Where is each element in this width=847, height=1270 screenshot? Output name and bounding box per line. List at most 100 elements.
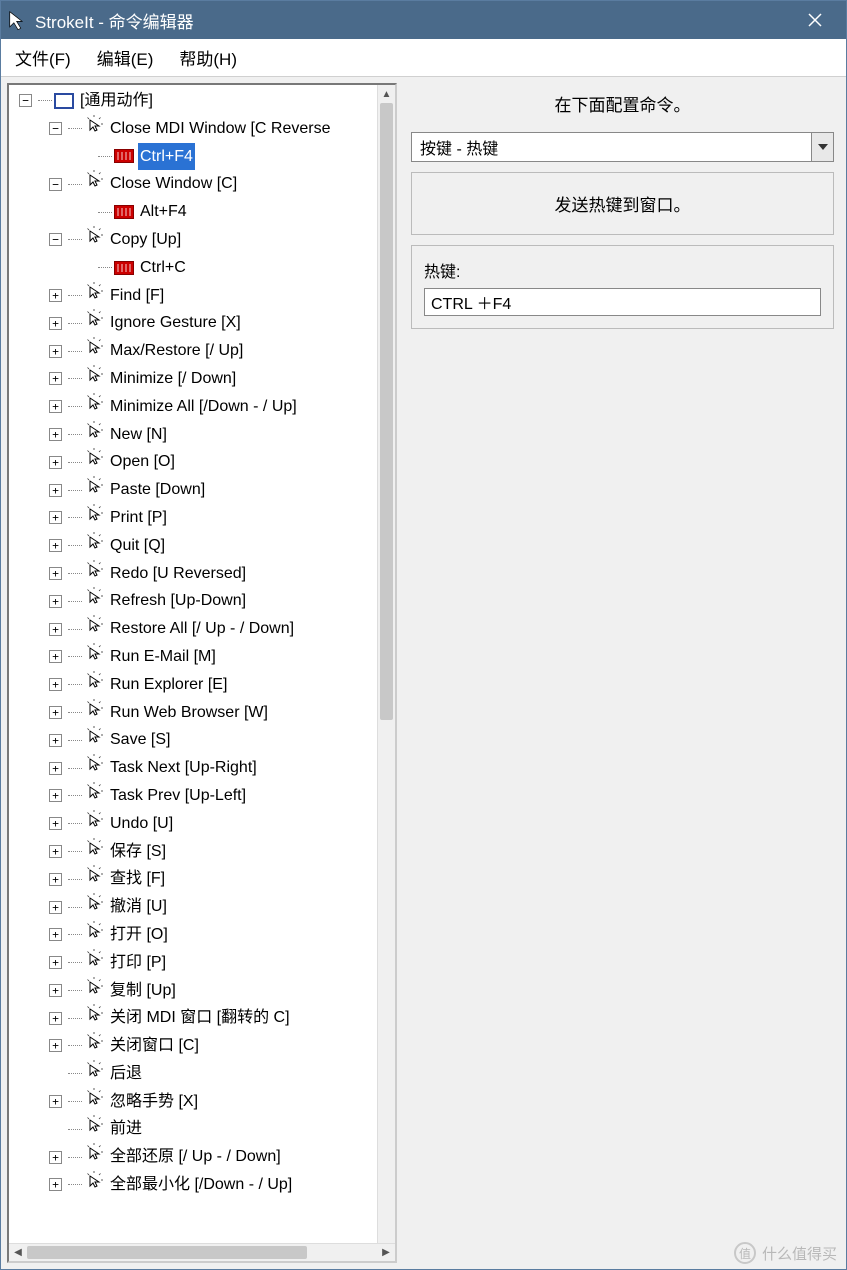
expand-toggle[interactable]: + [49,484,62,497]
expand-toggle[interactable]: + [49,1095,62,1108]
action-tree[interactable]: −[通用动作]−Close MDI Window [C ReverseCtrl+… [9,85,395,1201]
gesture-cursor-icon [84,1065,104,1083]
expand-toggle[interactable]: + [49,678,62,691]
tree-gesture-item[interactable]: + Undo [U] [13,810,395,838]
expand-toggle[interactable]: + [49,511,62,524]
expand-toggle[interactable]: + [49,762,62,775]
tree-gesture-item[interactable]: +撤消 [U] [13,893,395,921]
tree-gesture-item[interactable]: +New [N] [13,421,395,449]
tree-gesture-item[interactable]: +Restore All [/ Up - / Down] [13,615,395,643]
tree-gesture-item[interactable]: +Paste [Down] [13,476,395,504]
expand-toggle[interactable]: + [49,317,62,330]
tree-hotkey-item[interactable]: Ctrl+C [13,254,395,282]
tree-gesture-item[interactable]: −Close Window [C] [13,170,395,198]
tree-gesture-item[interactable]: +Open [O] [13,448,395,476]
tree-gesture-item[interactable]: +关闭窗口 [C] [13,1032,395,1060]
expand-toggle[interactable]: − [49,178,62,191]
scroll-right-icon[interactable]: ▶ [377,1244,395,1261]
expand-toggle[interactable]: + [49,1151,62,1164]
expand-toggle[interactable]: + [49,428,62,441]
scroll-up-icon[interactable]: ▲ [378,85,395,103]
tree-gesture-item[interactable]: +Minimize All [/Down - / Up] [13,393,395,421]
expand-toggle[interactable]: + [49,456,62,469]
expand-toggle[interactable]: + [49,400,62,413]
tree-gesture-item[interactable]: −Close MDI Window [C Reverse [13,115,395,143]
tree-item-label: Copy [Up] [108,226,183,254]
expand-toggle[interactable]: − [49,233,62,246]
vertical-scrollbar[interactable]: ▲ ▼ [377,85,395,1243]
expand-toggle[interactable]: + [49,345,62,358]
tree-gesture-item[interactable]: +Find [F] [13,282,395,310]
gesture-cursor-icon [84,648,104,666]
tree-gesture-item[interactable]: +Print [P] [13,504,395,532]
menu-help[interactable]: 帮助(H) [175,41,241,74]
tree-gesture-item[interactable]: +忽略手势 [X] [13,1088,395,1116]
expand-toggle[interactable]: + [49,539,62,552]
tree-gesture-item[interactable]: +Run Explorer [E] [13,671,395,699]
scroll-thumb[interactable] [380,103,393,720]
menu-edit[interactable]: 编辑(E) [93,41,158,74]
tree-gesture-item[interactable]: 后退 [13,1060,395,1088]
tree-gesture-item[interactable]: +查找 [F] [13,865,395,893]
menubar: 文件(F) 编辑(E) 帮助(H) [1,39,846,77]
expand-toggle[interactable]: + [49,984,62,997]
menu-file[interactable]: 文件(F) [11,41,75,74]
expand-toggle[interactable]: + [49,789,62,802]
tree-gesture-item[interactable]: +Task Prev [Up-Left] [13,782,395,810]
tree-gesture-item[interactable]: +Max/Restore [/ Up] [13,337,395,365]
expand-toggle[interactable]: + [49,734,62,747]
expand-toggle[interactable]: + [49,1178,62,1191]
expand-toggle[interactable]: + [49,873,62,886]
expand-toggle[interactable]: + [49,650,62,663]
expand-toggle[interactable]: + [49,289,62,302]
expand-toggle[interactable]: + [49,956,62,969]
tree-hotkey-item[interactable]: Ctrl+F4 [13,143,395,171]
tree-gesture-item[interactable]: +Save [S] [13,726,395,754]
tree-gesture-item[interactable]: +全部还原 [/ Up - / Down] [13,1143,395,1171]
config-pane: 在下面配置命令。 按键 - 热键 发送热键到窗口。 热键: [405,83,840,1263]
close-button[interactable] [792,5,838,35]
expand-toggle[interactable]: + [49,1012,62,1025]
expand-toggle[interactable]: + [49,845,62,858]
tree-gesture-item[interactable]: +Ignore Gesture [X] [13,309,395,337]
expand-toggle[interactable]: + [49,372,62,385]
tree-root[interactable]: −[通用动作] [13,87,395,115]
tree-gesture-item[interactable]: +关闭 MDI 窗口 [翻转的 C] [13,1004,395,1032]
expand-toggle[interactable]: − [19,94,32,107]
tree-gesture-item[interactable]: +Quit [Q] [13,532,395,560]
tree-gesture-item[interactable]: +Run E-Mail [M] [13,643,395,671]
tree-item-label: Alt+F4 [138,198,189,226]
expand-toggle[interactable]: + [49,901,62,914]
tree-hotkey-item[interactable]: Alt+F4 [13,198,395,226]
tree-gesture-item[interactable]: +Run Web Browser [W] [13,699,395,727]
command-type-combo[interactable]: 按键 - 热键 [411,132,834,162]
tree-gesture-item[interactable]: − Copy [Up] [13,226,395,254]
tree-gesture-item[interactable]: +打开 [O] [13,921,395,949]
expand-toggle[interactable]: + [49,1039,62,1052]
expand-toggle[interactable]: + [49,817,62,830]
hotkey-input[interactable] [424,288,821,316]
tree-gesture-item[interactable]: +打印 [P] [13,949,395,977]
expand-toggle[interactable]: + [49,567,62,580]
chevron-down-icon[interactable] [811,133,833,161]
tree-gesture-item[interactable]: +Redo [U Reversed] [13,560,395,588]
tree-gesture-item[interactable]: +Refresh [Up-Down] [13,587,395,615]
tree-item-label: Undo [U] [108,810,175,838]
expand-toggle[interactable]: + [49,595,62,608]
gesture-cursor-icon [84,398,104,416]
tree-gesture-item[interactable]: +Task Next [Up-Right] [13,754,395,782]
tree-gesture-item[interactable]: 前进 [13,1115,395,1143]
expand-toggle[interactable]: − [49,122,62,135]
horizontal-scrollbar[interactable]: ◀ ▶ [9,1243,395,1261]
gesture-cursor-icon [84,759,104,777]
gesture-cursor-icon [84,537,104,555]
expand-toggle[interactable]: + [49,623,62,636]
tree-gesture-item[interactable]: +保存 [S] [13,838,395,866]
expand-toggle[interactable]: + [49,706,62,719]
tree-gesture-item[interactable]: +复制 [Up] [13,977,395,1005]
tree-gesture-item[interactable]: +全部最小化 [/Down - / Up] [13,1171,395,1199]
tree-gesture-item[interactable]: +Minimize [/ Down] [13,365,395,393]
hscroll-thumb[interactable] [27,1246,307,1259]
scroll-left-icon[interactable]: ◀ [9,1244,27,1261]
expand-toggle[interactable]: + [49,928,62,941]
